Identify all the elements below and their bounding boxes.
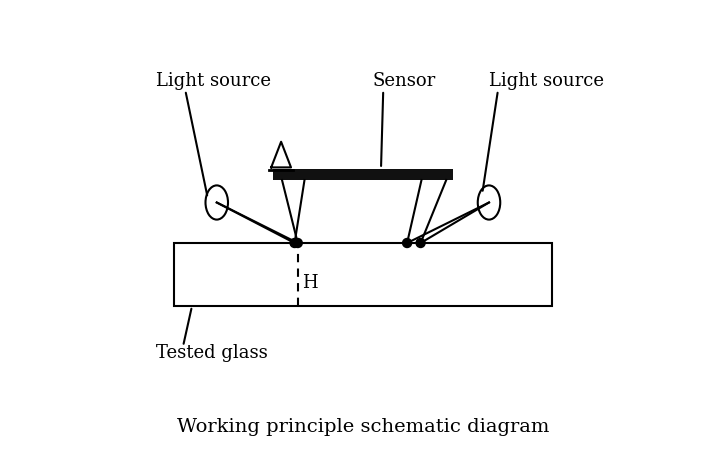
Text: Tested glass: Tested glass xyxy=(156,344,268,362)
Bar xyxy=(273,169,453,180)
Circle shape xyxy=(290,238,299,248)
Text: Light source: Light source xyxy=(489,72,604,90)
Text: Sensor: Sensor xyxy=(372,72,436,90)
Ellipse shape xyxy=(478,185,500,220)
Text: H: H xyxy=(302,274,318,292)
Circle shape xyxy=(403,238,412,248)
Circle shape xyxy=(416,238,425,248)
FancyBboxPatch shape xyxy=(174,243,552,306)
Circle shape xyxy=(293,238,302,248)
Text: Working principle schematic diagram: Working principle schematic diagram xyxy=(177,418,549,436)
Text: Light source: Light source xyxy=(156,72,271,90)
Ellipse shape xyxy=(205,185,228,220)
